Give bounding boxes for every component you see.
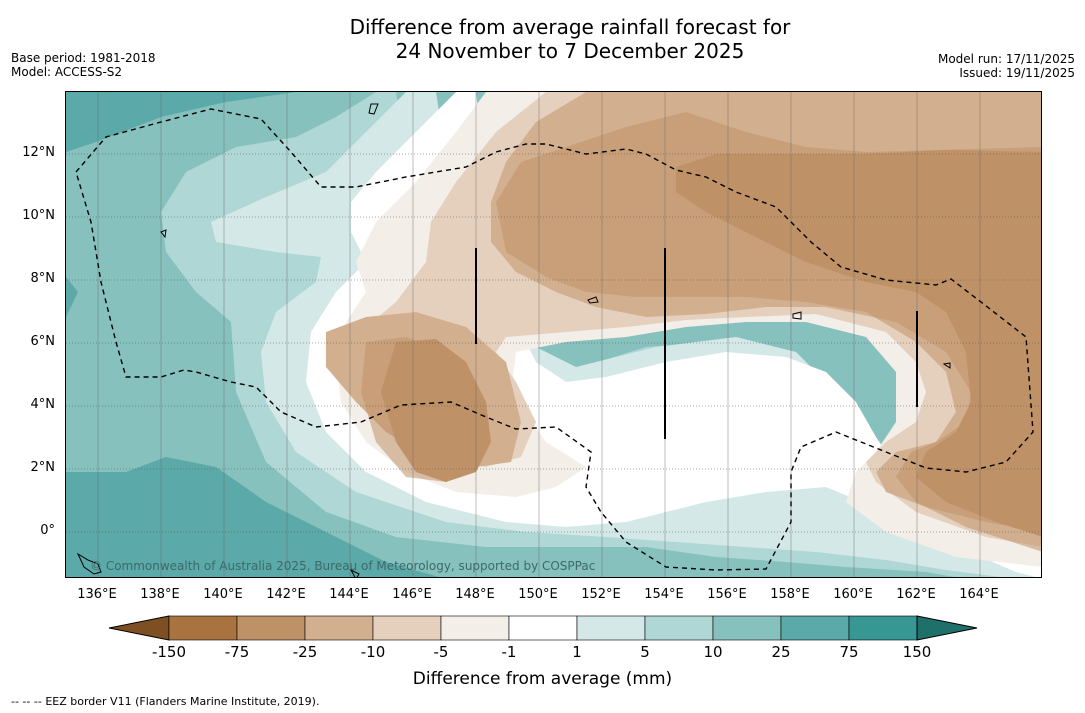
lon-label-156e: 156°E — [707, 587, 747, 602]
lat-label-0: 0° — [40, 523, 55, 538]
colorbar-segment — [576, 615, 646, 641]
copyright-notice: © Commonwealth of Australia 2025, Bureau… — [90, 559, 596, 573]
colorbar-tick: -150 — [151, 643, 187, 661]
lon-label-158e: 158°E — [770, 587, 810, 602]
anomaly-fill-plus-75-west — [66, 277, 78, 317]
colorbar-tick: 150 — [902, 643, 932, 661]
lon-label-148e: 148°E — [455, 587, 495, 602]
colorbar-axis-label: Difference from average (mm) — [412, 669, 673, 689]
model-run-text: Model run: 17/11/2025 — [937, 52, 1075, 66]
colorbar-tick: 10 — [703, 643, 723, 661]
lon-label-150e: 150°E — [518, 587, 558, 602]
colorbar-segment — [508, 615, 578, 641]
forecast-markers — [475, 248, 918, 439]
anomaly-fill-plus-75-southwest — [66, 457, 439, 577]
lon-label-144e: 144°E — [329, 587, 369, 602]
colorbar-tick: 5 — [640, 643, 650, 661]
colorbar-segment — [236, 615, 306, 641]
colorbar-segment — [848, 615, 918, 641]
colorbar-tick: 1 — [572, 643, 582, 661]
anomaly-fill-plus-75-northwest — [66, 92, 296, 152]
colorbar-segment — [644, 615, 714, 641]
colorbar-extend-low — [108, 615, 170, 641]
colorbar-tick: -1 — [501, 643, 517, 661]
colorbar-tick: -25 — [292, 643, 318, 661]
colorbar-tick: 75 — [839, 643, 859, 661]
colorbar-tick: -75 — [224, 643, 250, 661]
base-period-text: Base period: 1981-2018 — [11, 51, 156, 65]
lat-label-12n: 12°N — [22, 145, 55, 160]
meridians — [97, 92, 981, 577]
colorbar-tick: 25 — [771, 643, 791, 661]
colorbar-tick: -5 — [433, 643, 449, 661]
colorbar-tick: -10 — [360, 643, 386, 661]
colorbar — [108, 615, 978, 641]
anomaly-fill-minus-25 — [381, 150, 1041, 537]
lat-label-4n: 4°N — [30, 397, 56, 412]
lon-label-162e: 162°E — [896, 587, 936, 602]
lon-label-152e: 152°E — [581, 587, 621, 602]
map-canvas — [66, 92, 1041, 577]
colorbar-segment — [372, 615, 442, 641]
graticule — [66, 153, 1041, 533]
lon-label-136e: 136°E — [77, 587, 117, 602]
lon-label-140e: 140°E — [203, 587, 243, 602]
model-text: Model: ACCESS-S2 — [11, 65, 123, 79]
issued-text: Issued: 19/11/2025 — [959, 66, 1075, 80]
lon-label-146e: 146°E — [392, 587, 432, 602]
chart-title-line-2: 24 November to 7 December 2025 — [395, 39, 745, 63]
colorbar-segment — [780, 615, 850, 641]
eez-legend: -- -- -- EEZ border V11 (Flanders Marine… — [11, 695, 319, 708]
eez-border — [75, 108, 1034, 571]
colorbar-segment — [712, 615, 782, 641]
lat-label-10n: 10°N — [22, 208, 55, 223]
eez-legend-text: EEZ border V11 (Flanders Marine Institut… — [45, 695, 320, 708]
chart-title-line-1: Difference from average rainfall forecas… — [349, 15, 791, 39]
islands — [76, 103, 951, 577]
colorbar-extend-high — [916, 615, 978, 641]
colorbar-segment — [304, 615, 374, 641]
lat-label-6n: 6°N — [30, 334, 56, 349]
lat-label-8n: 8°N — [30, 271, 56, 286]
lon-label-154e: 154°E — [644, 587, 684, 602]
lon-label-138e: 138°E — [140, 587, 180, 602]
lon-label-142e: 142°E — [266, 587, 306, 602]
lon-label-160e: 160°E — [833, 587, 873, 602]
lon-label-164e: 164°E — [959, 587, 999, 602]
lat-label-2n: 2°N — [30, 460, 56, 475]
rainfall-map: © Commonwealth of Australia 2025, Bureau… — [65, 91, 1042, 578]
colorbar-segment — [440, 615, 510, 641]
colorbar-segment — [168, 615, 238, 641]
eez-legend-symbol: -- -- -- — [11, 695, 42, 708]
